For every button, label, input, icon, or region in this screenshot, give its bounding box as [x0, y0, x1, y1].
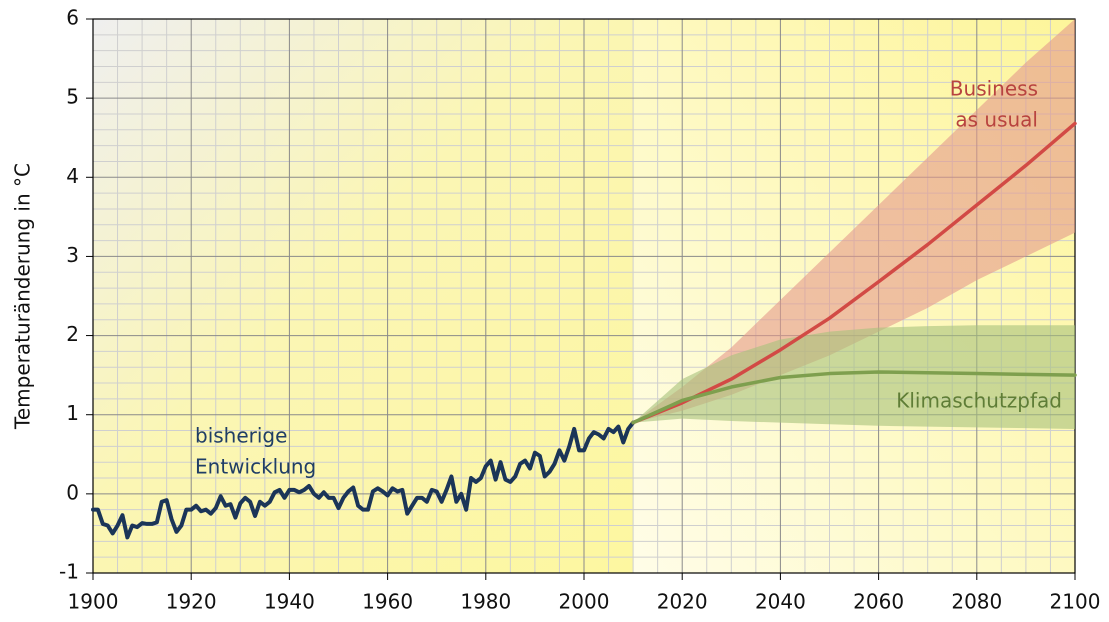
series-line: [631, 121, 1077, 425]
y-tick-label: 6: [66, 6, 79, 30]
x-tick-label: 2040: [755, 590, 806, 614]
y-tick-label: 4: [66, 164, 79, 188]
x-tick-label: 1960: [362, 590, 413, 614]
y-tick-label: 0: [66, 480, 79, 504]
x-tick-label: 2000: [559, 590, 610, 614]
series-line: [631, 370, 1077, 425]
x-tick-label: 2100: [1050, 590, 1101, 614]
x-tick-label: 2080: [951, 590, 1002, 614]
uncertainty-band: [633, 325, 1075, 429]
y-tick-label: 1: [66, 401, 79, 425]
series-label: Entwicklung: [195, 455, 316, 479]
x-tick-label: 1980: [460, 590, 511, 614]
y-tick-label: -1: [59, 560, 79, 584]
x-tick-label: 1900: [68, 590, 119, 614]
x-tick-label: 2060: [853, 590, 904, 614]
x-tick-label: 1940: [264, 590, 315, 614]
y-tick-label: 5: [66, 85, 79, 109]
x-tick-label: 1920: [166, 590, 217, 614]
y-tick-label: 3: [66, 243, 79, 267]
y-tick-label: 2: [66, 322, 79, 346]
plot-frame: [92, 18, 1076, 574]
x-tick-label: 2020: [657, 590, 708, 614]
y-axis-label: Temperaturänderung in °C: [11, 163, 35, 430]
series-label: Business: [950, 77, 1038, 101]
marks: [91, 19, 1077, 540]
series-label: bisherige: [195, 424, 287, 448]
series-line: [91, 420, 636, 540]
series-label: Klimaschutzpfad: [896, 389, 1062, 413]
series-label: as usual: [955, 108, 1038, 132]
